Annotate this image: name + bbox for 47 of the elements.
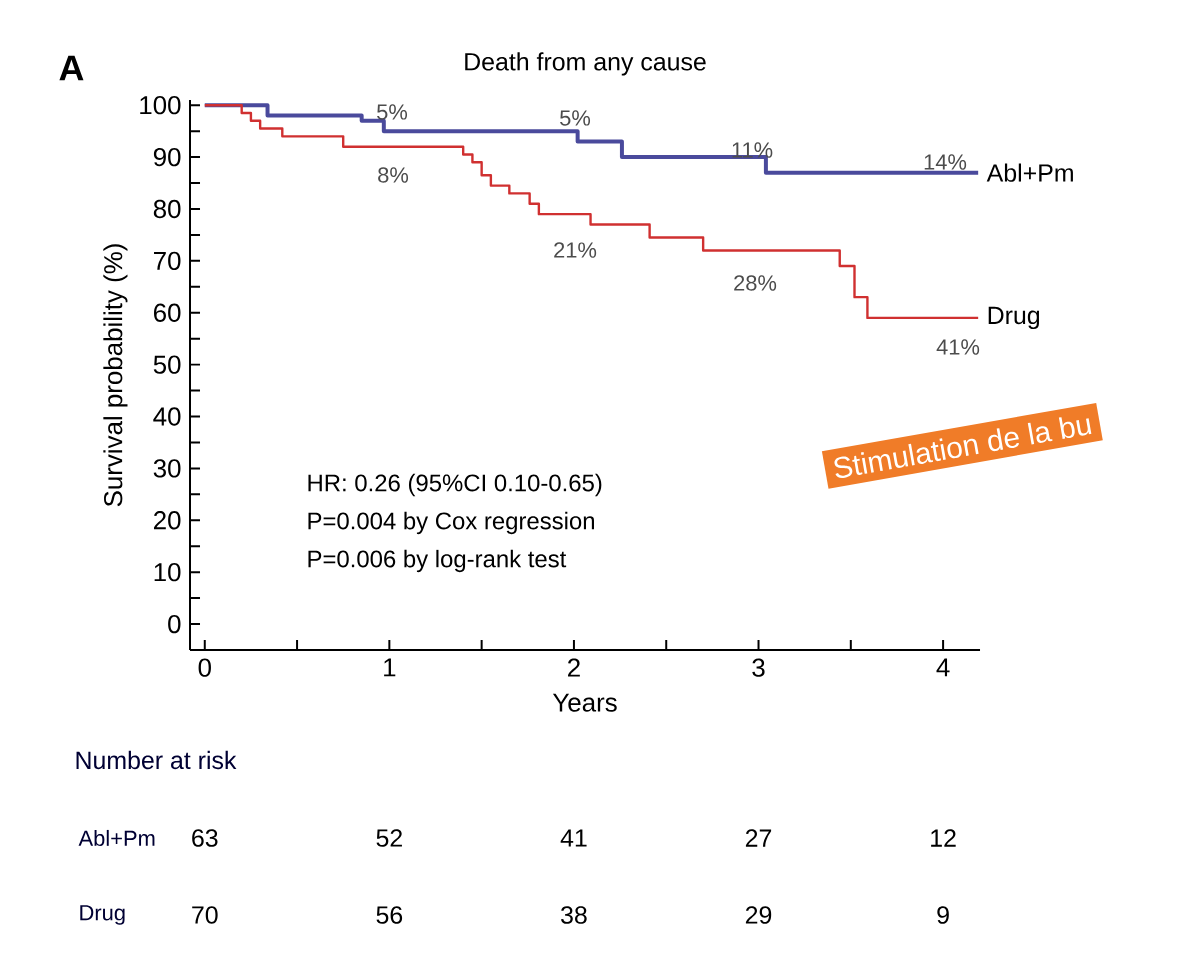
series-label: Drug: [988, 306, 1040, 330]
y-tick-label: 30: [153, 459, 181, 478]
x-tick-label: 1: [384, 658, 396, 677]
text: 27: [745, 829, 772, 847]
text: 38: [561, 906, 587, 924]
text: 12: [931, 829, 956, 847]
annotation: 21%: [554, 242, 597, 258]
y-tick-label: 90: [153, 147, 181, 167]
annotation: 11%: [732, 142, 773, 158]
annotation: 28%: [734, 275, 777, 291]
x-axis-title: Years: [552, 693, 617, 712]
annotation: P=0.004 by Cox regression: [308, 511, 594, 535]
chart-title: Death from any cause: [465, 52, 706, 76]
annotation: 5%: [560, 110, 591, 126]
annotation: 14%: [924, 154, 967, 170]
y-tick-label: 100: [140, 96, 181, 115]
text: 9: [937, 906, 949, 924]
x-tick-label: 0: [198, 658, 211, 677]
annotation: 8%: [378, 167, 409, 183]
annotation: P=0.006 by log-rank test: [308, 549, 567, 573]
series-label: Abl+Pm: [986, 163, 1073, 182]
y-tick-label: 40: [153, 407, 181, 426]
text: 52: [376, 829, 402, 847]
text: Abl+Pm: [78, 829, 155, 847]
y-tick-label: 60: [154, 303, 181, 322]
annotation: 5%: [377, 104, 408, 120]
y-tick-label: 70: [154, 251, 181, 271]
y-tick-label: 80: [153, 199, 181, 219]
text: 29: [745, 906, 772, 924]
text: 56: [376, 906, 403, 924]
x-tick-label: 2: [568, 658, 580, 677]
y-tick-label: 0: [168, 614, 181, 634]
text: Number at risk: [76, 750, 237, 770]
text: 41: [560, 829, 587, 847]
y-tick-label: 10: [154, 563, 181, 582]
text: A: [59, 55, 84, 81]
text: 70: [192, 906, 218, 924]
text: Drug: [80, 905, 125, 925]
x-tick-label: 3: [752, 658, 765, 677]
text: 63: [192, 829, 218, 847]
annotation: HR: 0.26 (95%CI 0.10-0.65): [308, 473, 602, 497]
y-tick-label: 20: [153, 511, 181, 530]
y-tick-label: 50: [153, 355, 181, 374]
annotation: Stimulation de la bu: [834, 417, 1092, 478]
y-axis-title: Survival probability (%): [103, 244, 128, 507]
x-tick-label: 4: [936, 658, 950, 677]
annotation: 41%: [936, 339, 980, 355]
